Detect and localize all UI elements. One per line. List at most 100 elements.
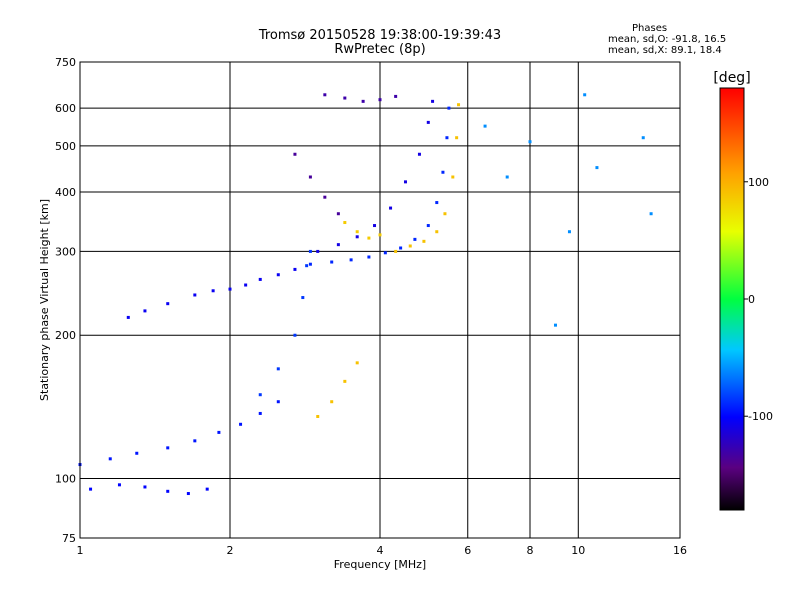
echo-point <box>422 239 426 243</box>
echo-point <box>308 175 312 179</box>
echo-point <box>117 483 121 487</box>
grid-lines <box>79 61 681 539</box>
x-tick-label: 4 <box>377 544 384 557</box>
echo-point <box>228 287 232 291</box>
echo-point <box>305 264 309 268</box>
echo-point <box>426 224 430 228</box>
phases-x-mode-stats: mean, sd,X: 89.1, 18.4 <box>608 45 722 56</box>
echo-point <box>316 249 320 253</box>
colorbar-label: [deg] <box>713 70 750 86</box>
echo-point <box>258 393 262 397</box>
x-axis-ticks: 1 2 4 6 8 10 16 <box>77 544 688 557</box>
echo-point <box>293 152 297 156</box>
x-tick-label: 10 <box>571 544 585 557</box>
echo-point <box>567 230 571 234</box>
echo-point <box>323 195 327 199</box>
echo-point <box>451 175 455 179</box>
echo-point <box>239 422 243 426</box>
echo-point <box>378 98 382 102</box>
echo-point <box>355 361 359 365</box>
echo-point <box>505 175 509 179</box>
echo-point <box>126 315 130 319</box>
chart-subtitle: RwPretec (8p) <box>334 42 426 57</box>
echo-point <box>323 93 327 97</box>
echo-point <box>349 258 353 262</box>
echo-point <box>336 243 340 247</box>
echo-point <box>394 94 398 98</box>
echo-point <box>378 233 382 237</box>
echo-point <box>389 206 393 210</box>
echo-point <box>399 246 403 250</box>
echo-point <box>108 457 112 461</box>
data-points <box>78 93 653 496</box>
echo-point <box>435 230 439 234</box>
x-axis-title: Frequency [MHz] <box>334 558 426 571</box>
echo-point <box>143 485 147 489</box>
echo-point <box>367 255 371 259</box>
echo-point <box>367 236 371 240</box>
echo-point <box>211 289 215 293</box>
y-axis-title: Stationary phase Virtual Height [km] <box>38 199 51 401</box>
colorbar-tick-label: -100 <box>748 410 773 423</box>
y-tick-label: 500 <box>55 140 76 153</box>
echo-point <box>441 170 445 174</box>
echo-point <box>276 367 280 371</box>
x-tick-label: 2 <box>227 544 234 557</box>
echo-point <box>355 230 359 234</box>
echo-point <box>166 302 170 306</box>
echo-point <box>308 249 312 253</box>
chart-title: Tromsø 20150528 19:38:00-19:39:43 <box>258 28 502 43</box>
echo-point <box>276 400 280 404</box>
echo-point <box>435 201 439 205</box>
y-tick-label: 400 <box>55 186 76 199</box>
echo-point <box>343 96 347 100</box>
echo-point <box>244 283 248 287</box>
echo-point <box>553 323 557 327</box>
echo-point <box>343 221 347 225</box>
echo-point <box>383 251 387 255</box>
echo-point <box>355 235 359 239</box>
echo-point <box>457 103 461 107</box>
echo-point <box>258 277 262 281</box>
echo-point <box>276 273 280 277</box>
echo-point <box>445 136 449 140</box>
y-axis-ticks: 75 100 200 300 400 500 600 750 <box>55 56 76 545</box>
y-tick-label: 300 <box>55 245 76 258</box>
echo-point <box>417 152 421 156</box>
echo-point <box>166 446 170 450</box>
y-tick-label: 750 <box>55 56 76 69</box>
y-tick-label: 200 <box>55 329 76 342</box>
echo-point <box>330 400 334 404</box>
x-tick-label: 8 <box>527 544 534 557</box>
echo-point <box>330 260 334 264</box>
echo-point <box>455 136 459 140</box>
echo-point <box>343 379 347 383</box>
echo-point <box>316 414 320 418</box>
echo-point <box>483 124 487 128</box>
echo-point <box>373 224 377 228</box>
x-tick-label: 1 <box>77 544 84 557</box>
echo-point <box>135 451 139 455</box>
echo-point <box>293 267 297 271</box>
colorbar-ticks: 100 0 -100 <box>744 176 773 423</box>
echo-point <box>217 430 221 434</box>
echo-point <box>595 166 599 170</box>
echo-point <box>583 93 587 97</box>
echo-point <box>166 489 170 493</box>
echo-point <box>193 293 197 297</box>
phases-title: Phases <box>632 23 668 34</box>
echo-point <box>308 262 312 266</box>
echo-point <box>301 296 305 300</box>
echo-point <box>426 120 430 124</box>
echo-point <box>186 492 190 496</box>
phases-o-mode-stats: mean, sd,O: -91.8, 16.5 <box>608 34 727 45</box>
echo-point <box>394 249 398 253</box>
echo-point <box>205 487 209 491</box>
echo-point <box>89 487 93 491</box>
echo-point <box>143 309 147 313</box>
colorbar-tick-label: 100 <box>748 176 769 189</box>
echo-point <box>361 99 365 103</box>
echo-point <box>413 237 417 241</box>
echo-point <box>649 212 653 216</box>
